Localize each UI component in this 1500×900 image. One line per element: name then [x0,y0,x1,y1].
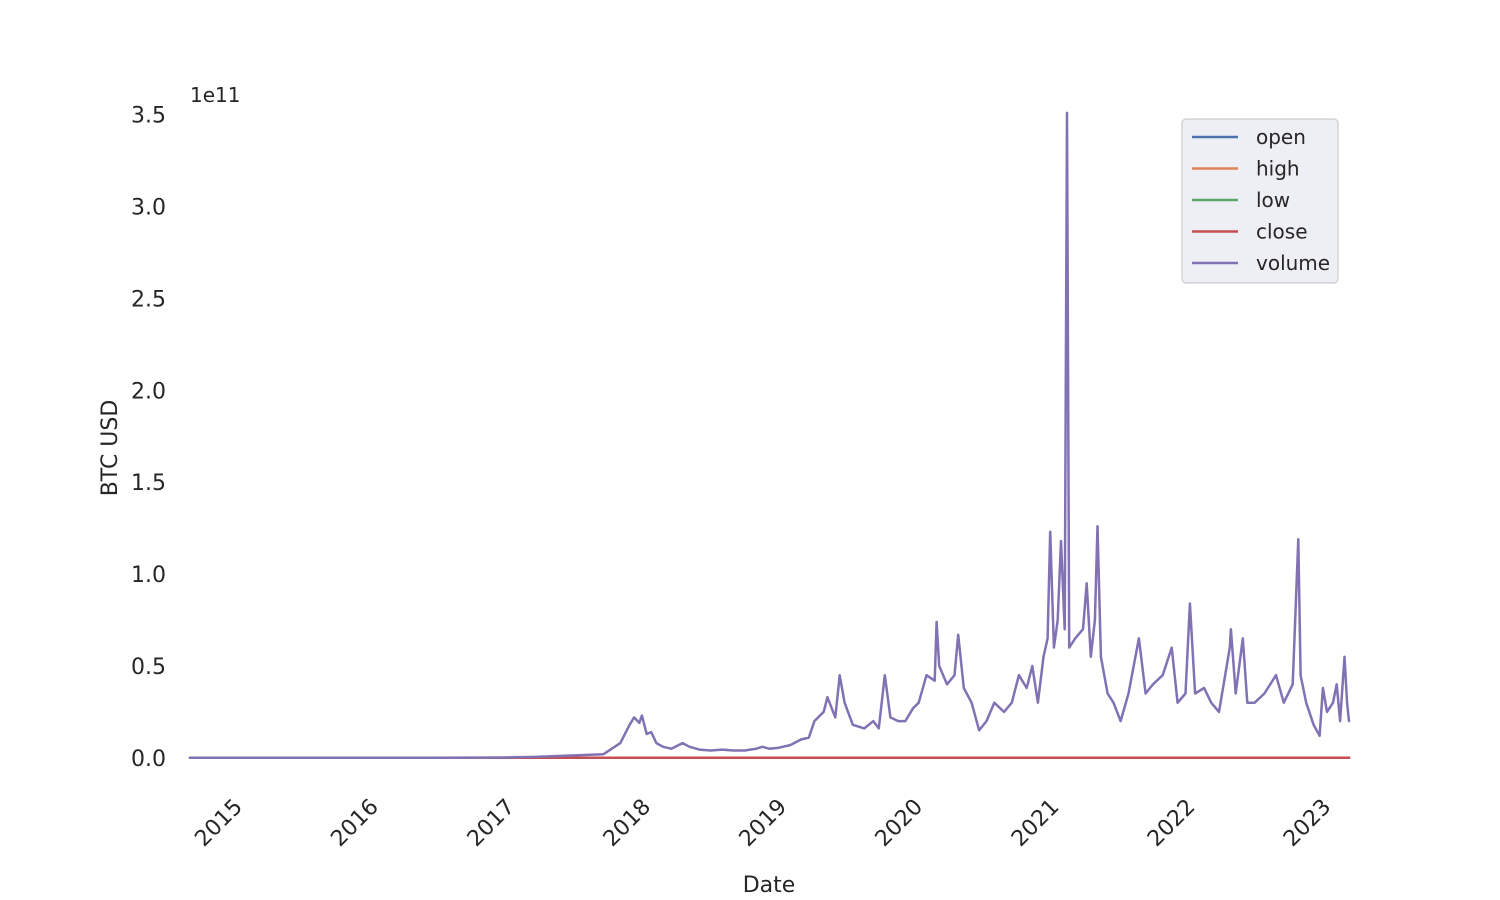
x-tick-label: 2019 [735,795,792,852]
y-offset-label: 1e11 [190,83,240,107]
x-tick-label: 2022 [1143,795,1200,852]
y-tick-label: 1.5 [131,471,166,496]
x-tick-label: 2015 [190,795,247,852]
x-tick-label: 2018 [599,795,656,852]
y-tick-label: 3.5 [131,104,166,129]
y-tick-label: 1.0 [131,563,166,588]
legend: open high low close volume [1181,118,1339,284]
y-tick-label: 2.5 [131,287,166,312]
plot-area [188,111,1351,760]
legend-label-low: low [1256,188,1290,212]
legend-label-close: close [1256,220,1308,244]
legend-box [1181,118,1339,284]
x-axis-label: Date [743,873,796,898]
y-tick-label: 3.0 [131,196,166,221]
y-tick-labels: 0.0 0.5 1.0 1.5 2.0 2.5 3.0 3.5 [131,104,166,772]
series-line-volume [188,111,1351,760]
legend-label-volume: volume [1256,251,1330,275]
y-axis-label: BTC USD [98,400,123,497]
x-tick-label: 2021 [1007,795,1064,852]
y-tick-label: 2.0 [131,379,166,404]
y-tick-label: 0.0 [131,747,166,772]
legend-label-open: open [1256,125,1306,149]
y-tick-label: 0.5 [131,655,166,680]
x-tick-label: 2016 [326,795,383,852]
x-tick-label: 2023 [1279,795,1336,852]
x-tick-label: 2020 [871,795,928,852]
x-tick-labels: 2015 2016 2017 2018 2019 2020 2021 2022 2023 [190,795,1336,852]
x-tick-label: 2017 [463,795,520,852]
legend-label-high: high [1256,157,1300,181]
